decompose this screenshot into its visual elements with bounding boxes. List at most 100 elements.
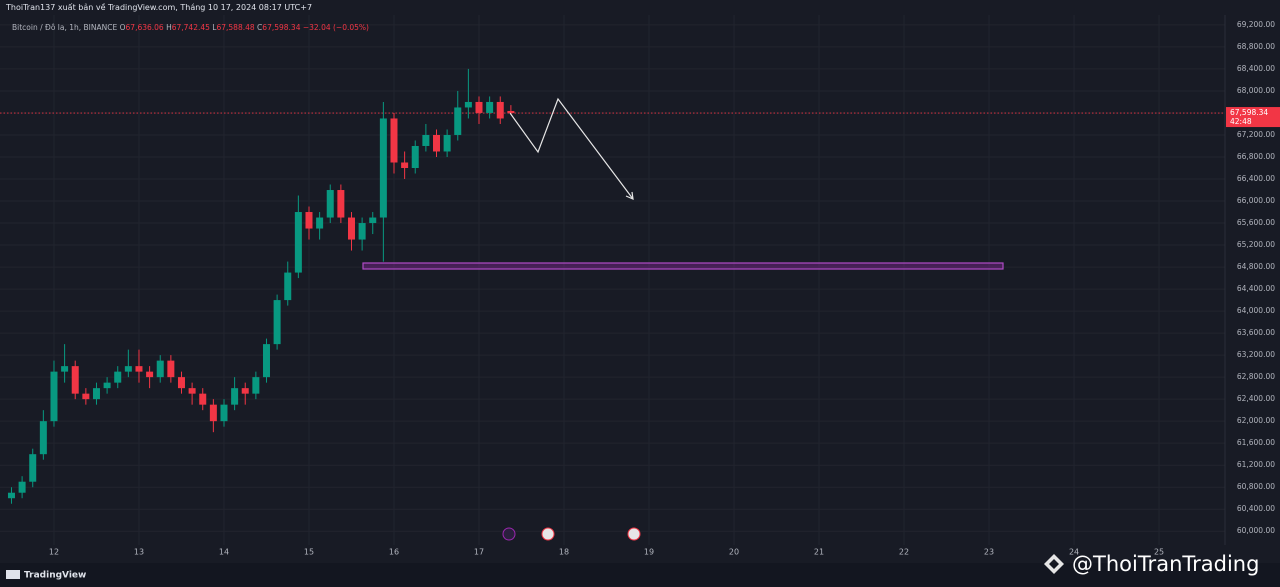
legend-value: 67,742.45 (171, 23, 210, 32)
y-tick-label: 68,400.00 (1237, 64, 1275, 73)
y-tick-label: 67,200.00 (1237, 130, 1275, 139)
x-tick-label: 12 (49, 548, 59, 557)
candle-body (29, 454, 37, 482)
candle-body (432, 134, 440, 152)
last-price-box (1226, 107, 1280, 128)
y-tick-label: 60,800.00 (1237, 482, 1275, 491)
support-zone (362, 262, 1004, 270)
x-tick-label: 14 (219, 548, 229, 557)
watermark-logo (1044, 554, 1064, 574)
legend-value: 67,588.48 (216, 23, 255, 32)
candle-body (82, 393, 90, 400)
y-tick-label: 64,000.00 (1237, 306, 1275, 315)
x-tick-label: 19 (644, 548, 654, 557)
change: −32.04 (−0.05%) (302, 23, 369, 32)
candle-body (262, 344, 270, 378)
legend-label: O (119, 23, 126, 32)
candle-body (369, 217, 377, 224)
candle-body (7, 492, 15, 499)
y-tick-label: 62,400.00 (1237, 394, 1275, 403)
brand-logo (6, 570, 20, 579)
y-tick-label: 68,000.00 (1237, 86, 1275, 95)
candle-body (92, 388, 100, 400)
symbol: Bitcoin / Đô la, 1h, BINANCE (12, 23, 118, 32)
y-tick-label: 64,800.00 (1237, 262, 1275, 271)
event-icon (502, 527, 516, 541)
x-tick-label: 13 (134, 548, 144, 557)
legend-label: L (212, 23, 217, 32)
candle-body (188, 388, 196, 394)
candle-body (71, 366, 79, 394)
candle-body (114, 371, 122, 383)
candle-body (486, 101, 494, 113)
brand: TradingView (24, 571, 86, 581)
candle-body (209, 404, 217, 422)
y-tick-label: 66,800.00 (1237, 152, 1275, 161)
candle-body (50, 371, 58, 422)
event-icons (502, 527, 641, 541)
y-tick-label: 65,200.00 (1237, 240, 1275, 249)
watermark: @ThoiTranTrading (1072, 552, 1259, 576)
y-tick-label: 65,600.00 (1237, 218, 1275, 227)
candle-body (390, 118, 398, 163)
candle-body (411, 145, 419, 169)
candle-body (454, 107, 462, 135)
candle-body (358, 223, 366, 240)
y-tick-label: 63,200.00 (1237, 350, 1275, 359)
candle-body (443, 134, 451, 152)
candle-body (294, 212, 302, 273)
event-icon (627, 527, 641, 541)
y-tick-label: 60,400.00 (1237, 504, 1275, 513)
y-tick-label: 66,400.00 (1237, 174, 1275, 183)
candle-body (326, 190, 334, 218)
legend-label: H (166, 23, 172, 32)
footer-bar (0, 563, 1280, 587)
x-tick-label: 24 (1069, 548, 1079, 557)
candle-body (156, 360, 164, 378)
candle-body (220, 404, 228, 422)
candle-body (231, 388, 239, 405)
candle-body (284, 272, 292, 301)
candle-body (39, 421, 47, 455)
legend-value: 67,598.34 (262, 23, 301, 32)
x-tick-label: 15 (304, 548, 314, 557)
x-tick-label: 21 (814, 548, 824, 557)
x-tick-label: 25 (1154, 548, 1164, 557)
legend: Bitcoin / Đô la, 1h, BINANCE O67,636.06 … (12, 23, 369, 32)
y-tick-label: 64,400.00 (1237, 284, 1275, 293)
candle-body (61, 366, 69, 372)
candle-body (273, 300, 281, 345)
y-tick-label: 69,200.00 (1237, 20, 1275, 29)
candle-body (347, 217, 355, 240)
candle-body (18, 481, 26, 493)
y-tick-label: 61,600.00 (1237, 438, 1275, 447)
candle-body (103, 382, 111, 389)
y-tick-label: 68,800.00 (1237, 42, 1275, 51)
candle-body (124, 366, 132, 372)
candle-body (252, 377, 260, 394)
candle-body (135, 366, 143, 372)
countdown: 42:48 (1230, 117, 1252, 126)
candle-body (177, 377, 185, 389)
candle-body (496, 101, 504, 119)
legend-label: C (257, 23, 263, 32)
x-tick-label: 17 (474, 548, 484, 557)
candle-body (337, 190, 345, 218)
y-tick-label: 62,800.00 (1237, 372, 1275, 381)
candle-body (305, 212, 313, 229)
candle-body (199, 393, 207, 405)
candle-body (464, 101, 472, 108)
projection-arrow (509, 97, 634, 200)
y-tick-label: 61,200.00 (1237, 460, 1275, 469)
candle-body (475, 101, 483, 113)
candle-body (167, 360, 175, 378)
candle-body (401, 162, 409, 169)
candle-body (507, 110, 515, 114)
event-icon (541, 527, 555, 541)
x-tick-label: 22 (899, 548, 909, 557)
candle-body (379, 118, 387, 218)
candle-body (241, 388, 249, 394)
arrow-head (625, 191, 634, 200)
